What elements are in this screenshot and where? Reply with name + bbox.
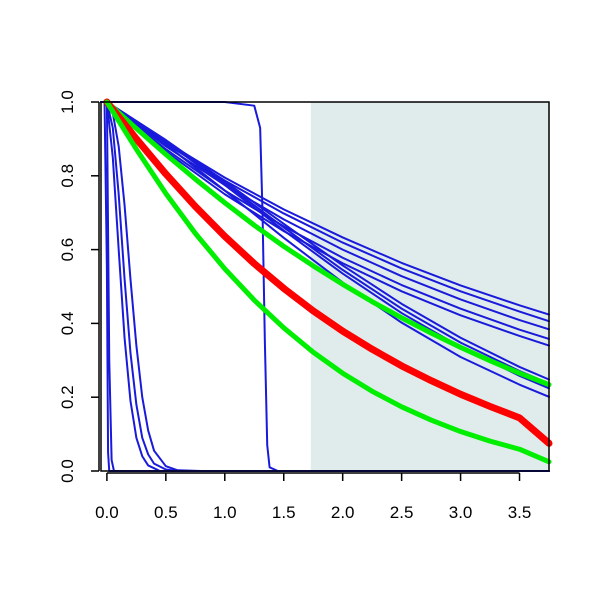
y-tick-label: 0.6 [58,238,77,262]
series-line-blue-12 [100,101,550,472]
series-line-green-16 [104,99,552,388]
series-line-blue-11 [100,101,550,472]
x-tick-label: 3.5 [508,503,532,522]
series-line-green-18 [104,99,552,465]
series-layer [100,98,553,472]
x-axis: 0.0 0.5 1.0 1.5 2.0 2.5 3.0 3.5 [95,472,532,522]
x-tick-label: 2.5 [390,503,414,522]
series-line-blue-8 [100,101,550,381]
x-tick-label: 1.0 [213,503,237,522]
plot-frame [100,101,550,472]
y-tick-label: 1.0 [58,90,77,114]
x-tick-label: 2.0 [331,503,355,522]
series-line-blue-9 [100,101,550,398]
x-tick-label: 3.0 [449,503,473,522]
y-tick-label: 0.8 [58,164,77,188]
y-axis: 0.0 0.2 0.4 0.6 0.8 1.0 [58,90,100,483]
x-tick-label: 0.5 [154,503,178,522]
y-tick-label: 0.4 [58,312,77,336]
x-tick-label: 1.5 [272,503,296,522]
series-line-blue-13 [100,101,550,472]
series-line-red-17 [103,98,553,447]
x-tick-label: 0.0 [95,503,119,522]
y-tick-label: 0.0 [58,459,77,483]
y-tick-label: 0.2 [58,385,77,409]
